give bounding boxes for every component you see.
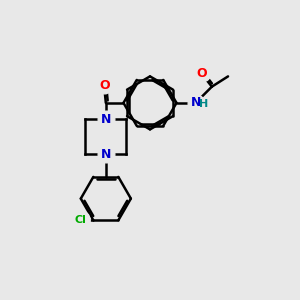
Text: O: O xyxy=(196,67,207,80)
Text: H: H xyxy=(199,99,208,110)
Text: N: N xyxy=(100,112,111,126)
Text: N: N xyxy=(100,148,111,161)
Text: Cl: Cl xyxy=(74,215,86,225)
Text: O: O xyxy=(99,79,110,92)
Text: N: N xyxy=(190,96,201,110)
